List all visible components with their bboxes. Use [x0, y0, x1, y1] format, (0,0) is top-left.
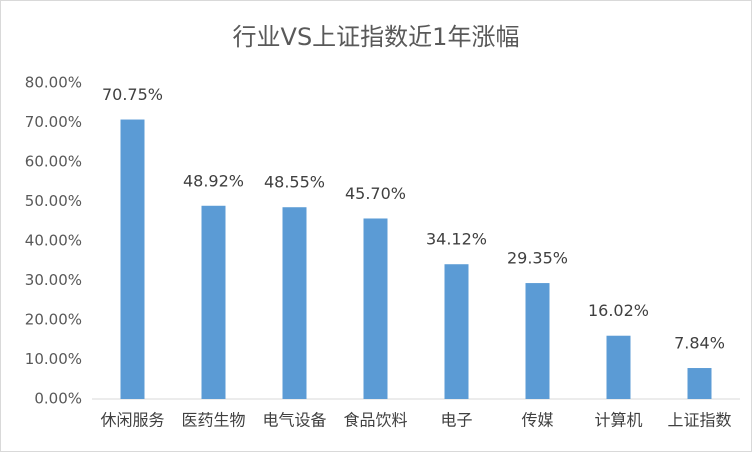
value-label: 48.92% — [183, 171, 244, 190]
bar — [282, 207, 307, 399]
y-tick-label: 10.00% — [25, 350, 82, 368]
value-label: 16.02% — [588, 301, 649, 320]
x-tick-label: 传媒 — [521, 411, 553, 430]
y-tick-label: 20.00% — [25, 311, 82, 329]
x-tick-label: 上证指数 — [667, 411, 731, 430]
bar — [444, 264, 469, 399]
bar — [687, 368, 712, 399]
value-label: 7.84% — [674, 334, 725, 353]
bar — [606, 335, 631, 399]
y-tick-label: 40.00% — [25, 232, 82, 250]
value-label: 29.35% — [507, 249, 568, 268]
y-tick-label: 60.00% — [25, 153, 82, 171]
y-tick-label: 80.00% — [25, 74, 82, 92]
x-tick-label: 计算机 — [594, 411, 642, 430]
y-tick-label: 30.00% — [25, 271, 82, 289]
chart-title: 行业VS上证指数近1年涨幅 — [233, 23, 520, 51]
x-tick-label: 医药生物 — [181, 411, 245, 430]
value-label: 48.55% — [264, 173, 325, 192]
bar — [525, 283, 550, 399]
x-tick-label: 电子 — [440, 411, 472, 430]
bar — [363, 218, 388, 399]
value-label: 70.75% — [102, 85, 163, 104]
y-tick-label: 50.00% — [25, 192, 82, 210]
value-label: 45.70% — [345, 184, 406, 203]
y-tick-label: 0.00% — [34, 390, 82, 408]
x-tick-label: 休闲服务 — [100, 411, 164, 430]
bar — [201, 205, 226, 399]
x-tick-label: 食品饮料 — [343, 411, 407, 430]
x-tick-label: 电气设备 — [262, 411, 326, 430]
bar — [120, 119, 145, 399]
y-tick-label: 70.00% — [25, 113, 82, 131]
value-label: 34.12% — [426, 230, 487, 249]
